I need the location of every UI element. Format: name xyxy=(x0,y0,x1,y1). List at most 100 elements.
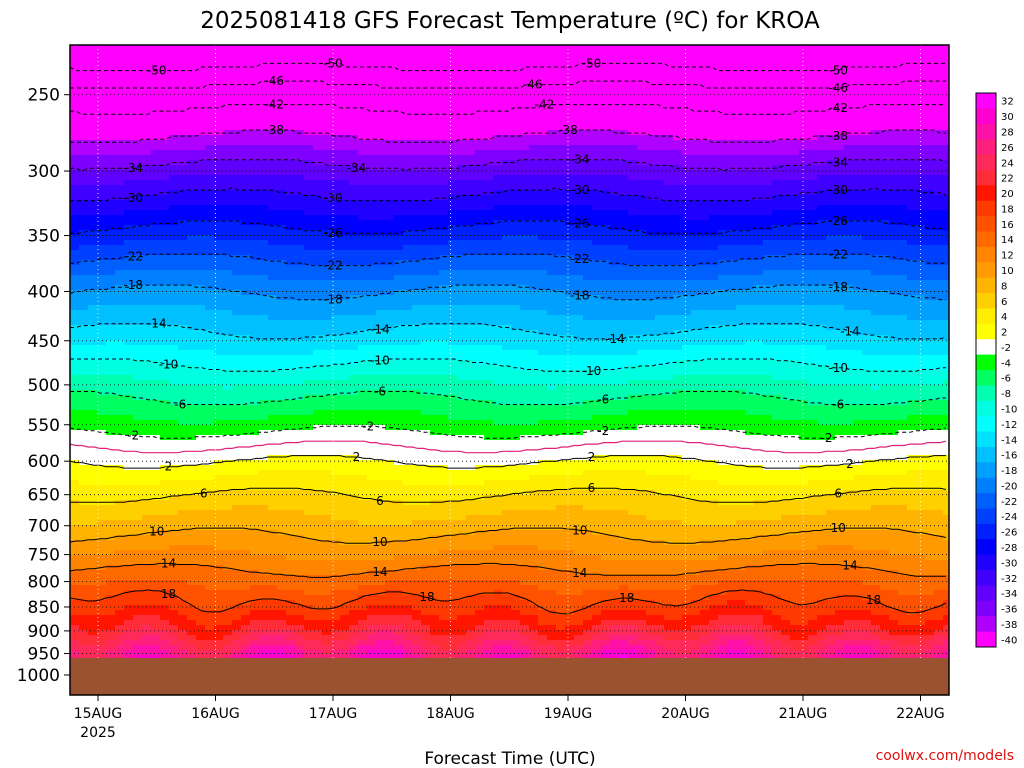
field-cell xyxy=(322,465,332,471)
field-cell xyxy=(349,455,359,461)
field-cell xyxy=(349,115,359,121)
field-cell xyxy=(241,590,251,596)
field-cell xyxy=(133,335,143,341)
field-cell xyxy=(331,65,341,71)
field-cell xyxy=(142,565,152,571)
field-cell xyxy=(160,330,170,336)
field-cell xyxy=(133,255,143,261)
field-cell xyxy=(277,270,287,276)
field-cell xyxy=(205,570,215,576)
field-cell xyxy=(268,510,278,516)
field-cell xyxy=(124,640,134,646)
field-cell xyxy=(205,515,215,521)
field-cell xyxy=(232,60,242,66)
field-cell xyxy=(196,470,206,476)
field-cell xyxy=(142,365,152,371)
field-cell xyxy=(349,265,359,271)
field-cell xyxy=(331,300,341,306)
field-cell xyxy=(178,555,188,561)
field-cell xyxy=(385,395,395,401)
field-cell xyxy=(169,410,179,416)
field-cell xyxy=(106,325,116,331)
field-cell xyxy=(79,385,89,391)
field-cell xyxy=(331,480,341,486)
field-cell xyxy=(340,315,350,321)
field-cell xyxy=(322,220,332,226)
field-cell xyxy=(133,380,143,386)
field-cell xyxy=(349,440,359,446)
field-cell xyxy=(250,300,260,306)
field-cell xyxy=(205,410,215,416)
field-cell xyxy=(349,490,359,496)
field-cell xyxy=(277,600,287,606)
field-cell xyxy=(151,485,161,491)
field-cell xyxy=(394,90,404,96)
field-cell xyxy=(340,265,350,271)
field-cell xyxy=(124,525,134,531)
field-cell xyxy=(151,70,161,76)
field-cell xyxy=(394,310,404,316)
field-cell xyxy=(313,645,323,651)
field-cell xyxy=(394,570,404,576)
field-cell xyxy=(241,645,251,651)
field-cell xyxy=(223,655,233,661)
field-cell xyxy=(196,580,206,586)
field-cell xyxy=(376,565,386,571)
field-cell xyxy=(79,440,89,446)
field-cell xyxy=(358,640,368,646)
field-cell xyxy=(295,45,305,51)
field-cell xyxy=(196,125,206,131)
field-cell xyxy=(313,605,323,611)
field-cell xyxy=(385,330,395,336)
field-cell xyxy=(277,305,287,311)
field-cell xyxy=(286,510,296,516)
field-cell xyxy=(97,330,107,336)
field-cell xyxy=(403,165,413,171)
field-cell xyxy=(259,360,269,366)
field-cell xyxy=(79,350,89,356)
field-cell xyxy=(223,640,233,646)
field-cell xyxy=(151,75,161,81)
field-cell xyxy=(286,380,296,386)
field-cell xyxy=(340,480,350,486)
field-cell xyxy=(124,395,134,401)
field-cell xyxy=(349,635,359,641)
field-cell xyxy=(304,540,314,546)
field-cell xyxy=(349,470,359,476)
field-cell xyxy=(277,605,287,611)
field-cell xyxy=(142,500,152,506)
field-cell xyxy=(205,560,215,566)
field-cell xyxy=(178,420,188,426)
field-cell xyxy=(286,335,296,341)
field-cell xyxy=(403,415,413,421)
field-cell xyxy=(214,300,224,306)
field-cell xyxy=(232,375,242,381)
field-cell xyxy=(205,190,215,196)
field-cell xyxy=(70,220,80,226)
field-cell xyxy=(97,645,107,651)
field-cell xyxy=(178,590,188,596)
field-cell xyxy=(241,165,251,171)
field-cell xyxy=(259,295,269,301)
field-cell xyxy=(79,605,89,611)
field-cell xyxy=(277,100,287,106)
field-cell xyxy=(205,85,215,91)
field-cell xyxy=(178,305,188,311)
field-cell xyxy=(385,595,395,601)
field-cell xyxy=(358,420,368,426)
field-cell xyxy=(349,165,359,171)
field-cell xyxy=(349,320,359,326)
field-cell xyxy=(376,350,386,356)
field-cell xyxy=(295,55,305,61)
field-cell xyxy=(367,110,377,116)
field-cell xyxy=(115,65,125,71)
field-cell xyxy=(358,65,368,71)
field-cell xyxy=(250,115,260,121)
field-cell xyxy=(115,275,125,281)
field-cell xyxy=(124,325,134,331)
field-cell xyxy=(385,65,395,71)
field-cell xyxy=(331,250,341,256)
field-cell xyxy=(376,385,386,391)
field-cell xyxy=(106,70,116,76)
field-cell xyxy=(232,600,242,606)
